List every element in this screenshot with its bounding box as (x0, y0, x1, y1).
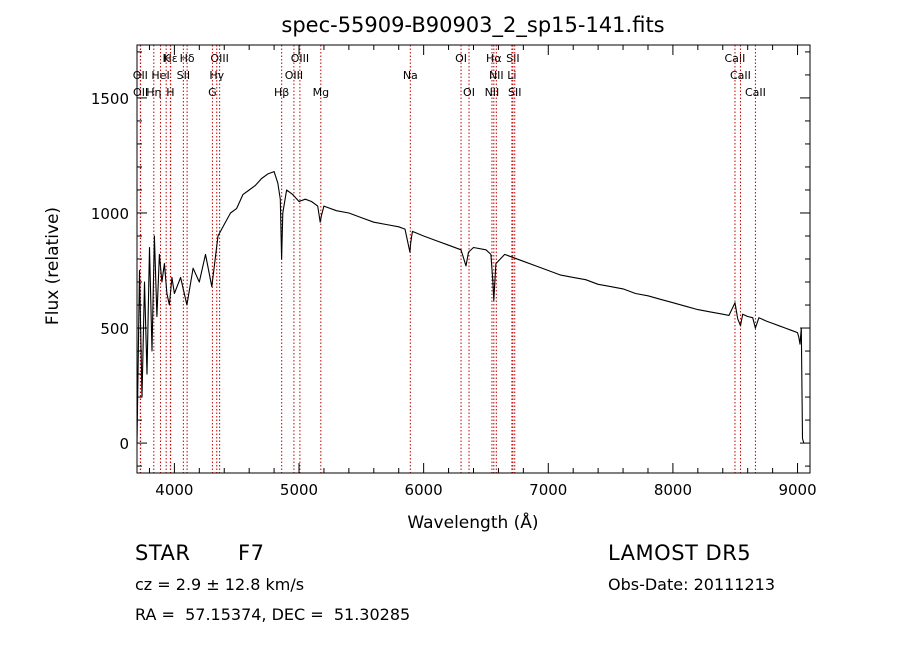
plot-frame (136, 44, 811, 474)
y-tick-label-0: 0 (119, 435, 129, 453)
line-label-24: OI (463, 86, 475, 99)
x-tick-label-2: 6000 (405, 481, 443, 499)
x-tick-label-5: 9000 (778, 481, 816, 499)
x-tick-label-4: 8000 (654, 481, 692, 499)
line-label-4: OIII (291, 52, 309, 65)
y-tick-label-1: 500 (100, 320, 129, 338)
spectral-subclass: F7 (238, 541, 265, 565)
y-axis-label: Flux (relative) (43, 207, 63, 325)
sky-coordinates: RA = 57.15374, DEC = 51.30285 (135, 605, 411, 624)
line-label-20: H (166, 86, 174, 99)
line-label-10: HeI (151, 69, 169, 82)
observation-date: Obs-Date: 20111213 (608, 575, 776, 594)
line-label-15: NII (489, 69, 504, 82)
line-label-12: Hγ (209, 69, 224, 82)
line-label-25: NII (485, 86, 500, 99)
line-label-1: K (163, 52, 171, 65)
x-tick-label-1: 5000 (280, 481, 318, 499)
line-label-2: Hδ (180, 52, 195, 65)
line-label-6: Hα (486, 52, 502, 65)
line-label-7: SII (506, 52, 519, 65)
x-tick-label-0: 4000 (155, 481, 193, 499)
object-class: STAR (135, 541, 191, 565)
redshift-cz: cz = 2.9 ± 12.8 km/s (135, 575, 305, 594)
y-tick-label-2: 1000 (91, 205, 129, 223)
line-label-27: CaII (745, 86, 766, 99)
y-tick-label-3: 1500 (91, 90, 129, 108)
x-axis-label: Wavelength (Å) (407, 511, 538, 533)
line-label-14: Na (403, 69, 418, 82)
line-label-13: OIII (285, 69, 303, 82)
line-label-8: CaII (725, 52, 746, 65)
line-label-22: Hβ (274, 86, 289, 99)
spectrum-series-0 (136, 171, 805, 444)
chart-title: spec-55909-B90903_2_sp15-141.fits (281, 13, 664, 38)
line-label-26: SII (508, 86, 521, 99)
line-label-0: Hε (164, 52, 178, 65)
line-label-5: OI (455, 52, 467, 65)
line-label-17: CaII (730, 69, 751, 82)
line-label-3: OIII (210, 52, 228, 65)
survey-name: LAMOST DR5 (608, 541, 752, 565)
line-label-16: Li (507, 69, 516, 82)
x-tick-label-3: 7000 (529, 481, 567, 499)
line-label-11: SII (177, 69, 190, 82)
line-label-19: Hη (146, 86, 161, 99)
line-label-21: G (208, 86, 217, 99)
line-label-23: Mg (313, 86, 329, 99)
